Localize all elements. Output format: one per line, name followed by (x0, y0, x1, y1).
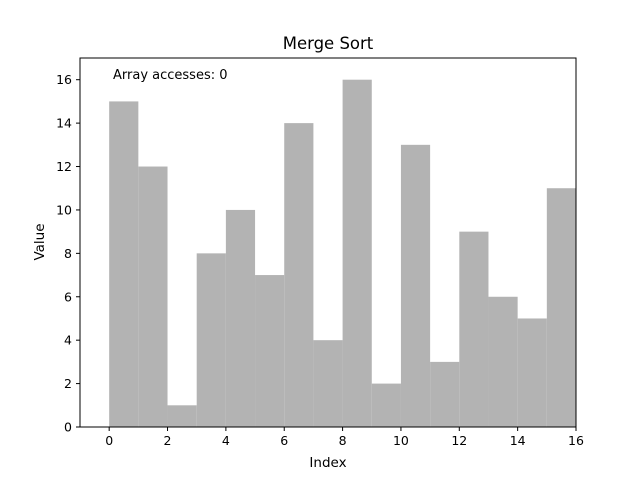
x-tick-label: 16 (568, 433, 584, 448)
bar-3 (196, 253, 226, 427)
x-tick-label: 8 (339, 433, 347, 448)
bars-group (109, 79, 576, 428)
x-tick-label: 14 (510, 433, 526, 448)
x-tick-label: 6 (280, 433, 288, 448)
bar-10 (400, 144, 431, 427)
x-axis-label: Index (309, 455, 346, 471)
bar-1 (138, 166, 168, 427)
bar-7 (313, 340, 343, 427)
y-ticks: 0 2 4 6 8 10 12 14 16 (56, 72, 80, 435)
bar-4 (225, 209, 256, 427)
chart-title: Merge Sort (283, 34, 374, 53)
y-tick-label: 2 (64, 376, 72, 391)
bar-11 (430, 361, 460, 427)
y-tick-label: 14 (56, 116, 72, 131)
bar-13 (488, 296, 518, 427)
y-tick-label: 4 (64, 333, 72, 348)
bar-6 (284, 123, 314, 427)
y-tick-label: 6 (64, 289, 72, 304)
y-tick-label: 10 (56, 202, 72, 217)
y-tick-label: 8 (64, 246, 72, 261)
y-tick-label: 16 (56, 72, 72, 87)
plot-frame (79, 57, 577, 428)
bar-2 (167, 405, 197, 427)
y-tick-label: 0 (64, 420, 72, 435)
bar-14 (517, 318, 547, 427)
x-ticks: 0 2 4 6 8 10 12 14 16 (105, 427, 584, 448)
y-axis-label: Value (32, 223, 48, 260)
x-tick-label: 0 (105, 433, 113, 448)
bar-9 (371, 383, 401, 427)
bar-5 (255, 275, 285, 427)
array-accesses-annotation: Array accesses: 0 (113, 68, 228, 83)
bar-8 (342, 79, 372, 428)
x-tick-label: 10 (393, 433, 409, 448)
y-tick-label: 12 (56, 159, 72, 174)
bar-12 (459, 231, 489, 427)
x-tick-label: 2 (164, 433, 172, 448)
x-tick-label: 4 (222, 433, 230, 448)
bar-0 (109, 101, 139, 427)
x-tick-label: 12 (451, 433, 467, 448)
bar-15 (546, 188, 576, 427)
